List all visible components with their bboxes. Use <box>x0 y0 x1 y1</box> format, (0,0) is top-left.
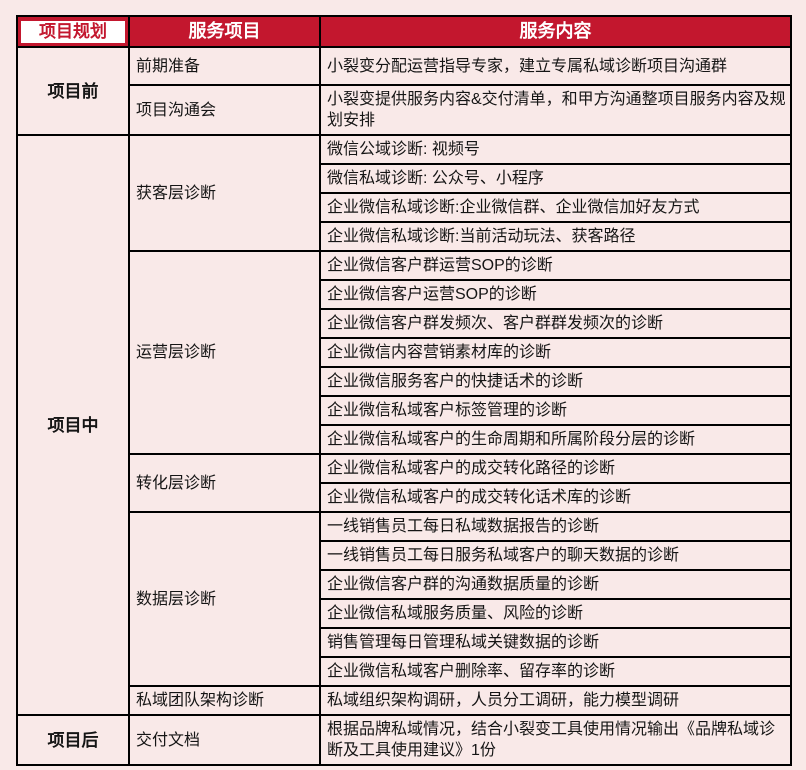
service-content-cell: 企业微信内容营销素材库的诊断 <box>319 337 792 368</box>
service-content-cell: 根据品牌私域情况，结合小裂变工具使用情况输出《品牌私域诊断及工具使用建议》1份 <box>319 714 792 766</box>
table-row: 销售管理每日管理私域关键数据的诊断 <box>17 627 792 658</box>
header-cell-service-item: 服务项目 <box>128 15 321 48</box>
table-row: 私域团队架构诊断 私域组织架构调研，人员分工调研，能力模型调研 <box>17 685 792 716</box>
service-content-cell: 企业微信私域诊断:当前活动玩法、获客路径 <box>319 221 792 252</box>
table-row: 数据层诊断 一线销售员工每日私域数据报告的诊断 <box>17 511 792 687</box>
table-row: 企业微信私域客户标签管理的诊断 <box>17 395 792 426</box>
service-item-cell: 私域团队架构诊断 <box>128 685 321 716</box>
table-row: 企业微信私域诊断:当前活动玩法、获客路径 <box>17 221 792 252</box>
phase-cell: 项目后 <box>16 714 130 766</box>
service-content-cell: 微信私域诊断: 公众号、小程序 <box>319 163 792 194</box>
phase-cell: 项目中 <box>16 134 130 716</box>
service-content-cell: 一线销售员工每日私域数据报告的诊断 <box>319 511 792 542</box>
service-content-cell: 微信公域诊断: 视频号 <box>319 134 792 165</box>
service-item-cell: 转化层诊断 <box>128 453 321 513</box>
table-row: 一线销售员工每日服务私域客户的聊天数据的诊断 <box>17 540 792 571</box>
service-content-cell: 企业微信私域客户的成交转化路径的诊断 <box>319 453 792 484</box>
table-row: 企业微信私域服务质量、风险的诊断 <box>17 598 792 629</box>
service-content-cell: 一线销售员工每日服务私域客户的聊天数据的诊断 <box>319 540 792 571</box>
service-item-cell: 运营层诊断 <box>128 250 321 455</box>
table-row: 项目后 交付文档 根据品牌私域情况，结合小裂变工具使用情况输出《品牌私域诊断及工具使… <box>16 714 792 766</box>
table-row: 企业微信私域客户的成交转化话术库的诊断 <box>17 482 792 513</box>
service-content-cell: 企业微信客户群运营SOP的诊断 <box>319 250 792 281</box>
table-row: 运营层诊断 企业微信客户群运营SOP的诊断 <box>17 250 792 455</box>
header-cell-service-content: 服务内容 <box>319 15 792 48</box>
service-content-cell: 销售管理每日管理私域关键数据的诊断 <box>319 627 792 658</box>
header-row: 项目规划 服务项目 服务内容 <box>16 15 792 48</box>
table-row: 企业微信服务客户的快捷话术的诊断 <box>17 366 792 397</box>
table-row: 项目沟通会 小裂变提供服务内容&交付清单，和甲方沟通整项目服务内容及规划安排 <box>17 84 792 136</box>
service-content-cell: 小裂变提供服务内容&交付清单，和甲方沟通整项目服务内容及规划安排 <box>319 84 792 136</box>
table-row: 企业微信私域客户的生命周期和所属阶段分层的诊断 <box>17 424 792 455</box>
service-content-cell: 企业微信服务客户的快捷话术的诊断 <box>319 366 792 397</box>
service-content-cell: 小裂变分配运营指导专家，建立专属私域诊断项目沟通群 <box>319 46 792 86</box>
service-content-cell: 企业微信客户群的沟通数据质量的诊断 <box>319 569 792 600</box>
service-item-cell: 获客层诊断 <box>128 134 321 252</box>
service-content-cell: 企业微信私域客户的成交转化话术库的诊断 <box>319 482 792 513</box>
table-row: 企业微信私域诊断:企业微信群、企业微信加好友方式 <box>17 192 792 223</box>
table-row: 企业微信客户群的沟通数据质量的诊断 <box>17 569 792 600</box>
table-header: 项目规划 服务项目 服务内容 <box>16 15 792 48</box>
service-item-cell: 项目沟通会 <box>128 84 321 136</box>
header-cell-planning: 项目规划 <box>16 15 130 48</box>
table-row: 微信私域诊断: 公众号、小程序 <box>17 163 792 194</box>
service-content-cell: 企业微信私域客户的生命周期和所属阶段分层的诊断 <box>319 424 792 455</box>
table-row: 企业微信客户群发频次、客户群群发频次的诊断 <box>17 308 792 339</box>
service-content-cell: 企业微信客户群发频次、客户群群发频次的诊断 <box>319 308 792 339</box>
service-item-cell: 前期准备 <box>128 46 321 86</box>
service-item-cell: 交付文档 <box>128 714 321 766</box>
phase-cell: 项目前 <box>16 46 130 136</box>
table-row: 项目中 获客层诊断 微信公域诊断: 视频号 <box>16 134 792 716</box>
service-content-cell: 企业微信私域诊断:企业微信群、企业微信加好友方式 <box>319 192 792 223</box>
table-row: 项目前 前期准备 小裂变分配运营指导专家，建立专属私域诊断项目沟通群 <box>16 46 792 136</box>
table-row: 转化层诊断 企业微信私域客户的成交转化路径的诊断 <box>17 453 792 513</box>
table-row: 企业微信客户运营SOP的诊断 <box>17 279 792 310</box>
table-row: 企业微信私域客户删除率、留存率的诊断 <box>17 656 792 687</box>
service-content-cell: 企业微信私域客户删除率、留存率的诊断 <box>319 656 792 687</box>
table-row: 企业微信内容营销素材库的诊断 <box>17 337 792 368</box>
service-item-cell: 数据层诊断 <box>128 511 321 687</box>
service-content-cell: 私域组织架构调研，人员分工调研，能力模型调研 <box>319 685 792 716</box>
table-body: 项目前 前期准备 小裂变分配运营指导专家，建立专属私域诊断项目沟通群 项目沟通会 小裂变… <box>16 46 792 766</box>
service-content-cell: 企业微信私域服务质量、风险的诊断 <box>319 598 792 629</box>
header-planning-label: 项目规划 <box>21 20 125 43</box>
project-plan-table: 项目规划 服务项目 服务内容 项目前 前期准备 小裂变分配运营指导专家，建立专属私域… <box>16 15 792 766</box>
service-content-cell: 企业微信客户运营SOP的诊断 <box>319 279 792 310</box>
service-content-cell: 企业微信私域客户标签管理的诊断 <box>319 395 792 426</box>
